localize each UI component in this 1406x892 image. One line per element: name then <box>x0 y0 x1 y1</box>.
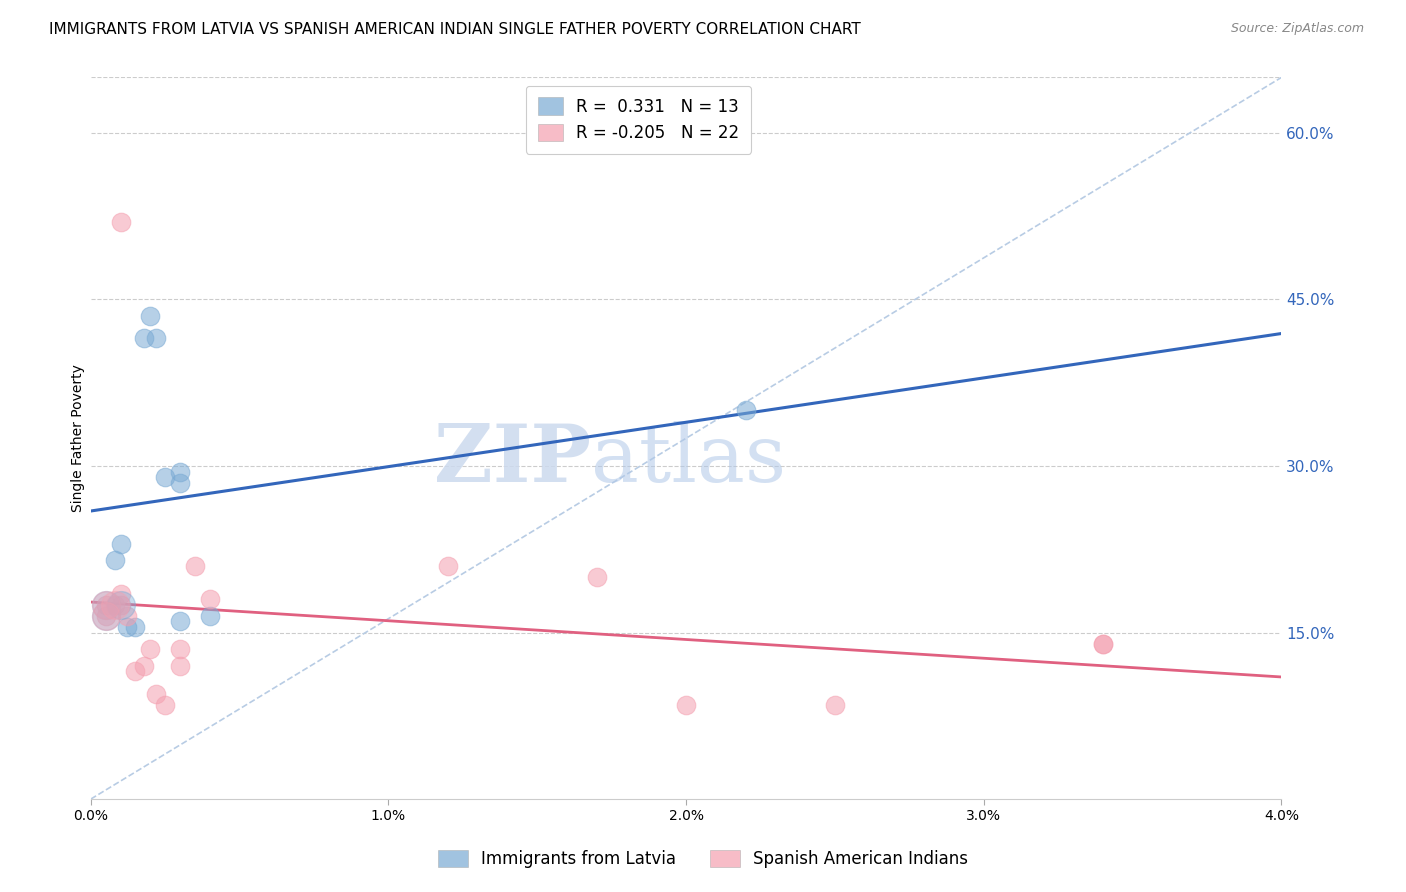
Point <box>585 570 607 584</box>
Point <box>134 331 156 345</box>
Point <box>169 615 191 629</box>
Point <box>169 475 191 490</box>
Point <box>675 698 697 712</box>
Point <box>115 620 138 634</box>
Point <box>437 558 460 573</box>
Legend: Immigrants from Latvia, Spanish American Indians: Immigrants from Latvia, Spanish American… <box>432 843 974 875</box>
Point <box>94 598 117 612</box>
Point <box>169 465 191 479</box>
Legend: R =  0.331   N = 13, R = -0.205   N = 22: R = 0.331 N = 13, R = -0.205 N = 22 <box>526 86 751 153</box>
Point <box>104 598 127 612</box>
Point <box>115 608 138 623</box>
Point <box>104 598 127 612</box>
Point <box>824 698 846 712</box>
Point <box>124 665 146 679</box>
Text: Source: ZipAtlas.com: Source: ZipAtlas.com <box>1230 22 1364 36</box>
Point <box>104 553 127 567</box>
Point <box>134 658 156 673</box>
Point <box>139 642 162 657</box>
Point <box>169 642 191 657</box>
Text: atlas: atlas <box>591 421 786 499</box>
Point <box>734 403 756 417</box>
Point <box>145 331 167 345</box>
Point <box>1091 637 1114 651</box>
Point <box>110 598 132 612</box>
Point <box>94 608 117 623</box>
Point <box>169 658 191 673</box>
Point <box>94 608 117 623</box>
Point <box>145 687 167 701</box>
Point <box>94 598 117 612</box>
Point <box>198 592 221 607</box>
Point <box>1091 637 1114 651</box>
Point <box>110 215 132 229</box>
Point <box>139 309 162 323</box>
Point <box>94 608 117 623</box>
Y-axis label: Single Father Poverty: Single Father Poverty <box>72 364 86 512</box>
Point <box>110 598 132 612</box>
Point <box>124 620 146 634</box>
Point <box>184 558 207 573</box>
Point <box>198 608 221 623</box>
Point <box>94 598 117 612</box>
Point <box>110 537 132 551</box>
Text: IMMIGRANTS FROM LATVIA VS SPANISH AMERICAN INDIAN SINGLE FATHER POVERTY CORRELAT: IMMIGRANTS FROM LATVIA VS SPANISH AMERIC… <box>49 22 860 37</box>
Point <box>155 470 177 484</box>
Text: ZIP: ZIP <box>434 421 591 499</box>
Point <box>110 587 132 601</box>
Point <box>155 698 177 712</box>
